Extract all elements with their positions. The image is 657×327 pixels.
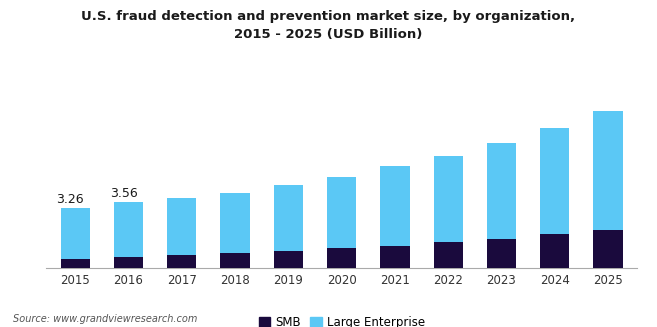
Bar bbox=[114, 257, 143, 268]
Bar bbox=[593, 230, 623, 268]
Text: 3.56: 3.56 bbox=[110, 187, 137, 200]
Text: Source: www.grandviewresearch.com: Source: www.grandviewresearch.com bbox=[13, 314, 198, 324]
Bar bbox=[593, 111, 623, 230]
Bar bbox=[167, 198, 196, 255]
Bar bbox=[380, 166, 409, 246]
Bar bbox=[380, 246, 409, 268]
Bar bbox=[221, 193, 250, 253]
Text: 3.26: 3.26 bbox=[57, 193, 84, 206]
Text: U.S. fraud detection and prevention market size, by organization,
2015 - 2025 (U: U.S. fraud detection and prevention mark… bbox=[81, 10, 576, 41]
Bar bbox=[540, 128, 570, 234]
Bar bbox=[327, 177, 356, 249]
Bar bbox=[487, 143, 516, 239]
Bar bbox=[167, 255, 196, 268]
Bar bbox=[434, 156, 463, 242]
Bar bbox=[487, 239, 516, 268]
Bar bbox=[274, 251, 303, 268]
Bar bbox=[60, 208, 90, 259]
Bar bbox=[274, 185, 303, 251]
Bar bbox=[540, 234, 570, 268]
Bar bbox=[434, 242, 463, 268]
Bar bbox=[221, 253, 250, 268]
Bar bbox=[114, 202, 143, 257]
Bar bbox=[60, 259, 90, 268]
Bar bbox=[327, 249, 356, 268]
Legend: SMB, Large Enterprise: SMB, Large Enterprise bbox=[254, 311, 430, 327]
